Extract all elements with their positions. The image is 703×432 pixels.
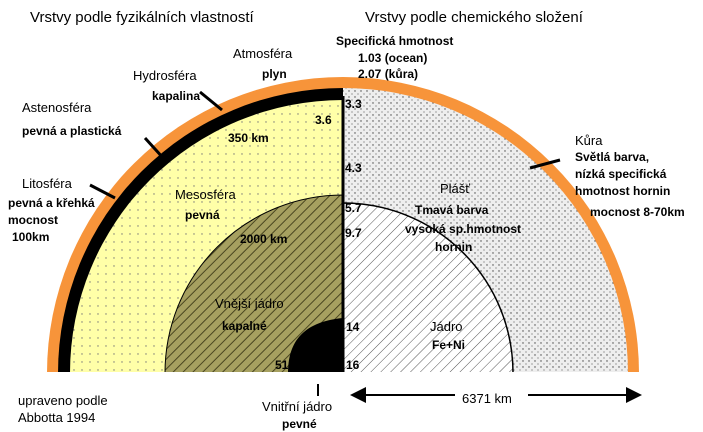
label: Plášť: [440, 181, 470, 196]
label: Litosféra: [22, 176, 73, 191]
label: 350 km: [228, 131, 269, 145]
label: 2000 km: [240, 232, 287, 246]
label: pevná a křehká: [8, 196, 95, 210]
label: vysoká sp.hmotnost: [405, 222, 521, 236]
label: nízká specifická: [575, 167, 667, 181]
label: Vnější jádro: [215, 296, 284, 311]
label: 100km: [12, 230, 49, 244]
label: pevné: [282, 417, 317, 431]
label: Atmosféra: [233, 46, 293, 61]
label: 3.3: [345, 97, 362, 111]
heading: Vrstvy podle chemického složení: [365, 9, 584, 26]
label: 16: [346, 358, 360, 372]
label: Kůra: [575, 133, 603, 148]
label: 1.03 (ocean): [358, 51, 427, 65]
heading: Vrstvy podle fyzikálních vlastností: [30, 9, 255, 26]
label: upraveno podle: [18, 393, 108, 408]
label: Astenosféra: [22, 100, 92, 115]
label: Mesosféra: [175, 187, 236, 202]
label: Abbotta 1994: [18, 410, 95, 425]
label: pevná: [185, 208, 220, 222]
label: 5.7: [345, 201, 362, 215]
label: kapalina: [152, 89, 200, 103]
label: 6371 km: [462, 391, 512, 406]
label: Specifická hmotnost: [336, 34, 453, 48]
label: mocnost 8-70km: [590, 205, 685, 219]
label: 5150 km: [275, 358, 322, 372]
label: 3.6: [315, 113, 332, 127]
label: 14: [346, 320, 360, 334]
label: mocnost: [8, 213, 58, 227]
label: hmotnost hornin: [575, 184, 670, 198]
label: Vnitřní jádro: [262, 399, 332, 414]
label: 9.7: [345, 226, 362, 240]
label: pevná a plastická: [22, 124, 122, 138]
label: Hydrosféra: [133, 68, 197, 83]
diagram: Vrstvy podle fyzikálních vlastností Vrst…: [0, 0, 703, 432]
label: Tmavá barva: [415, 203, 489, 217]
label: Fe+Ni: [432, 338, 465, 352]
label: 4.3: [345, 161, 362, 175]
label: 2.07 (kůra): [358, 67, 418, 81]
label: Světlá barva,: [575, 150, 649, 164]
label: plyn: [262, 67, 287, 81]
label: Jádro: [430, 319, 463, 334]
label: kapalné: [222, 319, 267, 333]
label: hornin: [435, 240, 472, 254]
